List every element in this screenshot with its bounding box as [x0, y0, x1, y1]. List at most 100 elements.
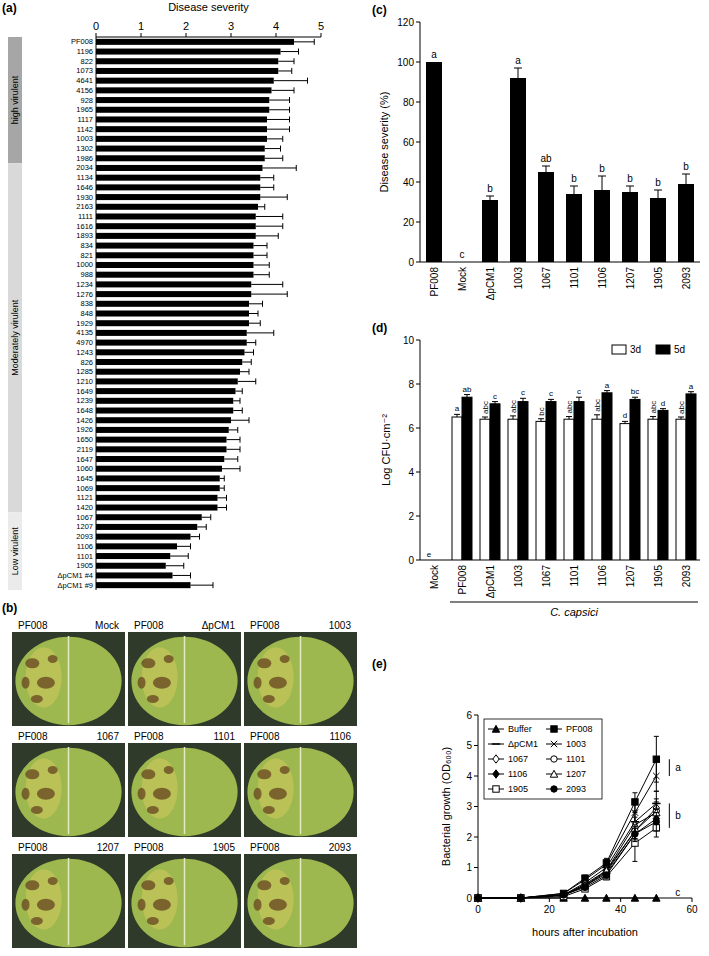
error-bar — [229, 427, 238, 433]
bar — [678, 184, 694, 262]
lesion — [141, 880, 155, 890]
error-line — [254, 255, 268, 256]
bar — [96, 349, 245, 355]
marker — [475, 894, 481, 902]
error-cap — [314, 39, 315, 45]
error-bar — [272, 87, 295, 93]
leaf — [247, 637, 353, 725]
bar — [434, 560, 444, 561]
photo-label: 2093 — [329, 842, 352, 853]
category-label: 1067 — [541, 565, 552, 588]
leaf-chlorosis — [142, 647, 178, 707]
photo-bg — [244, 729, 357, 837]
tick-label: 40 — [403, 177, 415, 188]
significance-letter: b — [571, 173, 577, 184]
bar — [96, 398, 233, 404]
leaf-chlorosis — [258, 758, 294, 818]
bar — [508, 419, 518, 560]
error-cap — [242, 408, 243, 414]
bar — [96, 262, 254, 268]
bar — [96, 39, 294, 45]
label-strip — [244, 729, 357, 743]
error-line — [269, 100, 289, 101]
midrib — [300, 636, 302, 723]
axis-title: Bacterial growth (OD₆₀₀) — [440, 747, 452, 866]
category-label: 1930 — [76, 193, 93, 202]
error-cap — [273, 330, 274, 336]
leaf — [131, 859, 237, 947]
legend-label: 1106 — [508, 769, 527, 779]
lesion — [37, 899, 55, 911]
category-label: 2093 — [681, 565, 692, 588]
tick — [692, 898, 693, 902]
tick-label: 20 — [544, 904, 556, 915]
error-cap — [678, 417, 684, 418]
error-line — [546, 166, 547, 172]
panel-label: (a) — [2, 1, 17, 15]
group-bracket — [669, 759, 670, 776]
error-bar — [170, 553, 188, 559]
marker — [475, 894, 481, 902]
error-line — [263, 167, 297, 168]
bar — [96, 175, 260, 181]
error-line — [249, 303, 263, 304]
lesion — [22, 899, 30, 911]
lesion — [138, 788, 146, 800]
panel-label: (e) — [372, 657, 387, 671]
error-line — [220, 488, 225, 489]
error-cap — [632, 397, 638, 398]
marker — [632, 831, 638, 837]
category-label: 1648 — [76, 406, 93, 415]
photo-label: PF008 — [250, 731, 280, 742]
label-strip — [244, 618, 357, 632]
series-line — [478, 811, 656, 898]
significance-letter: b — [655, 177, 661, 188]
tick — [416, 384, 420, 385]
error-bar — [173, 572, 191, 578]
error-line — [278, 70, 292, 71]
group-label: Low virulent — [10, 527, 20, 576]
leaf-photo — [128, 618, 241, 726]
label-strip — [128, 840, 241, 854]
error-bar — [269, 107, 289, 113]
error-line — [256, 216, 283, 217]
error-bar — [197, 524, 206, 530]
series-line — [478, 813, 656, 898]
axis-title: Disease severity (%) — [378, 92, 390, 193]
tick-label: 5 — [318, 20, 324, 32]
error-cap — [190, 543, 191, 549]
error-bar — [236, 388, 243, 394]
error-cap — [594, 414, 600, 415]
photo-label: 1207 — [97, 842, 120, 853]
lesion — [257, 658, 271, 668]
bar — [96, 281, 251, 287]
tick — [416, 472, 420, 473]
error-bar — [240, 369, 249, 375]
error-bar — [538, 419, 544, 422]
error-cap — [520, 398, 526, 399]
error-cap — [226, 495, 227, 501]
series-line — [478, 828, 656, 898]
tick — [474, 806, 478, 807]
bar — [454, 262, 470, 263]
error-line — [220, 478, 225, 479]
marker — [582, 884, 588, 890]
bar — [96, 194, 260, 200]
legend-marker — [551, 786, 557, 792]
error-line — [227, 449, 241, 450]
series-line — [478, 803, 656, 898]
bar — [538, 172, 554, 262]
error-line — [256, 235, 279, 236]
error-bar — [482, 417, 488, 419]
error-bar — [267, 126, 290, 132]
lesion — [37, 677, 55, 689]
category-label: 822 — [80, 57, 93, 66]
marker — [581, 894, 588, 901]
lesion — [257, 880, 271, 890]
error-line — [274, 80, 308, 81]
category-label: 4641 — [76, 76, 93, 85]
error-bar — [626, 186, 634, 192]
error-line — [170, 556, 188, 557]
error-cap — [626, 186, 634, 187]
error-cap — [249, 369, 250, 375]
